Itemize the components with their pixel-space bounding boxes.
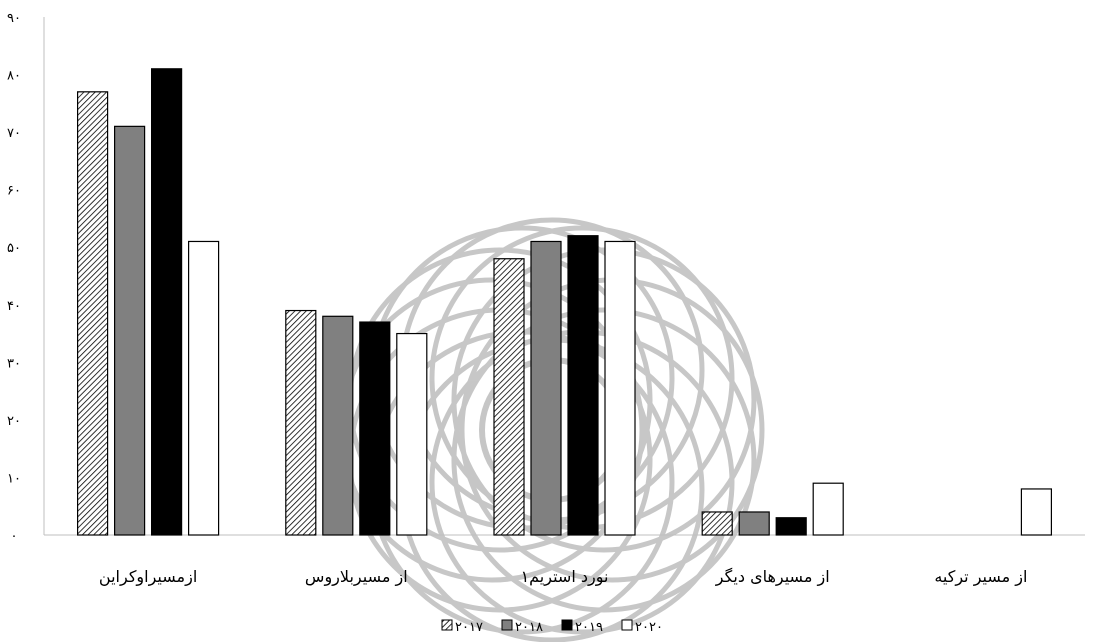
- x-axis: ازمسیراوکراین از مسیربلاروس نورد استریم۱ از…: [44, 534, 1085, 587]
- bar-۲۰۲۰-2: [604, 240, 636, 536]
- y-tick-label: ۴۰: [7, 299, 21, 314]
- bars: [76, 68, 1053, 536]
- legend-label: ۲۰۱۷: [455, 620, 483, 635]
- y-tick-label: ۵۰: [7, 241, 21, 256]
- y-tick-label: ۳۰: [7, 356, 21, 371]
- category-label: نورد استریم۱: [521, 567, 609, 587]
- bar-۲۰۱۹-3: [775, 517, 807, 536]
- watermark-arc: [451, 247, 757, 553]
- category-label: از مسیرهای دیگر: [715, 567, 830, 587]
- y-tick-label: ۲۰: [7, 414, 21, 429]
- bar-۲۰۲۰-0: [188, 240, 220, 536]
- legend-swatch: [441, 619, 453, 631]
- y-tick-label: ۶۰: [7, 184, 21, 199]
- bar-۲۰۱۸-1: [322, 315, 354, 536]
- bar-۲۰۱۸-3: [738, 511, 770, 536]
- category-label: از مسیر ترکیه: [934, 567, 1027, 587]
- legend-swatch: [561, 619, 573, 631]
- bar-۲۰۱۹-2: [567, 235, 599, 536]
- legend-swatch: [621, 619, 633, 631]
- legend-label: ۲۰۱۸: [515, 620, 543, 635]
- bar-۲۰۱۸-2: [530, 240, 562, 536]
- legend-label: ۲۰۱۹: [575, 620, 603, 635]
- y-axis: ۰ ۱۰ ۲۰ ۳۰ ۴۰ ۵۰ ۶۰ ۷۰ ۸۰ ۹۰: [7, 11, 45, 544]
- bar-۲۰۱۸-0: [113, 125, 146, 536]
- watermark-arc: [451, 307, 757, 613]
- bar-۲۰۱۷-3: [701, 511, 733, 536]
- category-label: از مسیربلاروس: [305, 567, 408, 587]
- y-tick-label: ۷۰: [7, 126, 21, 141]
- bar-۲۰۲۰-4: [1020, 488, 1053, 536]
- category-label: ازمسیراوکراین: [99, 567, 197, 587]
- bar-۲۰۱۷-1: [285, 309, 317, 536]
- bar-۲۰۲۰-3: [812, 482, 844, 536]
- legend: ۲۰۱۷ ۲۰۱۸ ۲۰۱۹ ۲۰۲۰: [441, 619, 663, 635]
- y-tick-label: ۹۰: [7, 11, 21, 26]
- legend-label: ۲۰۲۰: [635, 620, 663, 635]
- bar-۲۰۲۰-1: [396, 332, 428, 536]
- y-tick-label: ۰: [11, 529, 18, 544]
- bar-۲۰۱۷-0: [76, 91, 109, 536]
- y-tick-label: ۱۰: [7, 471, 21, 486]
- bar-۲۰۱۹-1: [359, 321, 391, 536]
- bar-۲۰۱۹-0: [151, 68, 183, 536]
- y-tick-label: ۸۰: [7, 69, 21, 84]
- bar-۲۰۱۷-2: [493, 258, 525, 536]
- legend-swatch: [501, 619, 513, 631]
